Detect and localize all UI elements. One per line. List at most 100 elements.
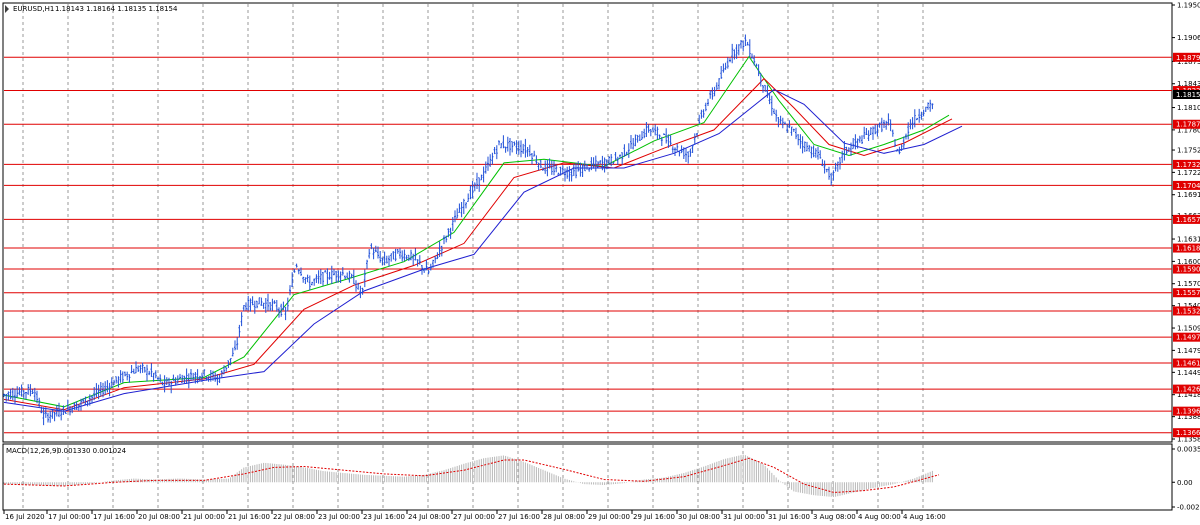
macd-values: 0.001330 0.001024 [57,447,127,455]
candle-bar [572,164,575,176]
candle-bar [898,146,901,155]
candle-bar [478,177,481,192]
candle-bar [678,150,681,157]
candle-bar [84,396,87,405]
time-tick-label: 20 Jul 08:00 [138,513,180,521]
candle-bar [346,272,349,279]
candle-bar [696,133,698,138]
candle-bar [183,375,186,384]
candle-bar [14,389,16,405]
candle-bar [707,98,709,106]
candle-bar [839,157,841,170]
candle-bar [337,270,340,283]
candle-bar [795,127,797,140]
candle-bar [181,374,184,383]
current-price-label: 1.18154 [1176,91,1200,99]
level-badge [1173,159,1200,169]
candle-bar [293,268,296,273]
candle-bar [117,376,120,388]
candle-bar [297,268,300,275]
candle-bar [843,141,846,161]
candle-bar [315,274,318,283]
candle-bar [108,382,111,397]
candle-bar [566,166,569,179]
candle-bar [544,160,547,174]
candle-bar [830,172,833,186]
candle-bar [143,366,146,373]
candle-bar [49,410,52,423]
candle-bar [436,252,439,260]
candle-bar [317,270,320,284]
level-badge [1173,52,1200,62]
candle-bar [667,134,670,148]
macd-panel[interactable] [2,443,1173,511]
candle-bar [722,63,725,73]
candle-bar [25,392,27,400]
candle-bar [680,145,683,154]
candle-bar [256,300,258,309]
candle-bar [597,161,599,168]
candle-bar [42,407,45,426]
level-badge [1173,214,1200,224]
candle-bar [115,376,118,384]
candle-bar [863,126,866,139]
candle-bar [229,358,232,366]
time-tick-label: 24 Jul 08:00 [408,513,450,521]
candle-bar [86,400,89,407]
candle-bar [146,364,148,382]
candle-bar [260,297,263,306]
candle-bar [621,152,624,165]
candle-bar [319,269,322,284]
candle-bar [451,217,454,232]
candle-bar [132,368,135,374]
candle-bar [821,159,824,167]
candle-bar [304,277,307,284]
candle-bar [902,136,905,150]
level-badge [1173,306,1200,316]
candle-bar [66,399,69,410]
candle-bar [264,298,267,313]
candle-bar [438,241,441,257]
candle-bar [352,269,355,285]
candle-bar [834,162,837,172]
candle-bar [344,275,346,280]
macd-indicator: 0.00359 0.00 -0.00267 [3,446,1200,512]
time-tick-label: 31 Jul 00:00 [723,513,765,521]
price-tick-label: 1.15400 [1177,302,1200,310]
candle-bar [313,278,316,286]
candle-bar [515,140,518,155]
candle-bar [414,248,417,261]
candle-bar [366,259,368,269]
price-tick-label: 1.14490 [1177,369,1200,377]
candle-bar [777,117,780,128]
price-panel[interactable] [2,2,1173,443]
candle-bar [203,369,206,377]
price-tick-label: 1.13885 [1177,413,1200,421]
candle-bar [130,365,133,374]
candle-bar [685,148,687,162]
candle-bar [91,395,93,404]
candle-bar [702,109,705,118]
candle-bar [240,312,243,327]
candle-bar [218,374,221,383]
candle-bar [720,66,723,79]
candle-bar [495,145,498,160]
chart-menu-icon[interactable] [5,5,9,13]
candle-bar [909,119,912,130]
time-tick-label: 3 Aug 08:00 [813,513,856,521]
candle-bar [214,372,217,382]
candle-bar [742,40,745,52]
price-tick-label: 1.18105 [1177,104,1200,112]
candle-bar [872,126,874,140]
candle-bar [559,166,562,176]
candle-bar [700,109,703,119]
candle-bar [652,127,654,132]
candle-bar [603,157,606,173]
candle-bar [394,248,397,262]
candle-bar [104,381,107,395]
candle-bar [262,302,265,309]
candle-bar [163,375,166,393]
candle-bar [247,295,250,311]
